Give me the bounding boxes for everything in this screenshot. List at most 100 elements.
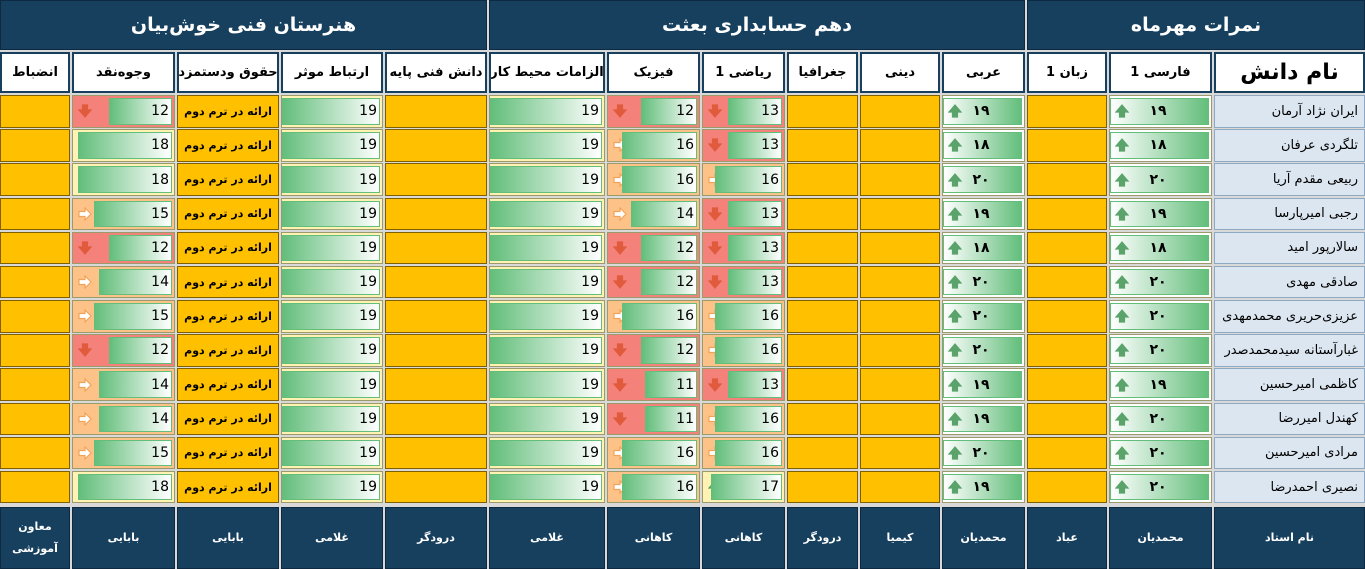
grade: 19 <box>581 410 599 427</box>
data-bar <box>109 337 172 364</box>
grade: 16 <box>676 171 694 188</box>
grade: ۲۰ <box>972 308 990 325</box>
empty-cell <box>787 300 858 333</box>
empty-cell <box>385 436 487 470</box>
data-bar <box>631 200 697 228</box>
empty-cell <box>860 470 940 504</box>
empty-cell <box>860 300 940 333</box>
grade: ۲۰ <box>1149 308 1167 325</box>
grade-cell: ۲۰ <box>1109 470 1212 504</box>
icon <box>78 343 92 358</box>
icon <box>78 309 92 324</box>
empty-cell <box>0 368 70 401</box>
empty-cell <box>1027 95 1107 128</box>
grade: 16 <box>676 308 694 325</box>
status-cell: ارائه در ترم دوم <box>177 129 279 162</box>
empty-cell <box>1027 197 1107 231</box>
data-bar <box>282 166 380 193</box>
grade: 16 <box>676 444 694 461</box>
grade: 14 <box>151 410 169 427</box>
grade: 19 <box>581 205 599 222</box>
data-bar <box>490 337 602 364</box>
grade: 14 <box>151 274 169 291</box>
empty-cell <box>385 470 487 504</box>
grade-cell: 13 <box>702 231 785 265</box>
empty-cell <box>1027 334 1107 367</box>
data-bar <box>490 371 602 398</box>
icon <box>613 343 627 358</box>
data-bar <box>943 439 1022 467</box>
grade: 16 <box>761 342 779 359</box>
grade: ۱۹ <box>972 479 990 496</box>
grade: 19 <box>359 444 377 461</box>
icon <box>78 206 92 221</box>
grade: 16 <box>761 410 779 427</box>
data-bar <box>78 473 172 501</box>
grade-cell: 19 <box>489 402 605 436</box>
grade-cell: 13 <box>702 197 785 231</box>
grade-cell: 15 <box>72 300 175 333</box>
icon <box>948 411 962 426</box>
grade-cell: 18 <box>72 470 175 504</box>
grade-cell: 14 <box>72 368 175 401</box>
grade: ۱۹ <box>972 410 990 427</box>
empty-cell <box>385 197 487 231</box>
grade-cell: 19 <box>489 334 605 367</box>
student-name: تلگردی عرفان <box>1214 129 1365 162</box>
icon <box>708 378 722 392</box>
icon <box>613 378 627 392</box>
grade: 12 <box>676 239 694 256</box>
student-name: کهندل امیررضا <box>1214 402 1365 436</box>
icon <box>613 275 627 290</box>
grade: 15 <box>151 205 169 222</box>
grade: 19 <box>581 479 599 496</box>
icon <box>948 275 962 289</box>
icon <box>1115 138 1129 153</box>
grade: ۲۰ <box>1149 342 1167 359</box>
data-bar <box>282 303 380 330</box>
teacher-name: عباد <box>1027 507 1107 569</box>
empty-cell <box>787 197 858 231</box>
empty-cell <box>385 163 487 196</box>
data-bar <box>727 268 782 296</box>
student-name: صادقی مهدی <box>1214 265 1365 299</box>
grade: 11 <box>676 376 694 393</box>
empty-cell <box>1027 163 1107 196</box>
grade-cell: 19 <box>489 95 605 128</box>
grade: ۲۰ <box>972 171 990 188</box>
empty-cell <box>787 334 858 367</box>
grade: 19 <box>581 342 599 359</box>
empty-cell <box>385 129 487 162</box>
empty-cell <box>860 197 940 231</box>
data-bar <box>490 166 602 193</box>
column-header: دانش فنی پایه <box>385 52 487 93</box>
student-name: ربیعی مقدم آریا <box>1214 163 1365 196</box>
data-bar <box>99 405 172 433</box>
data-bar <box>490 268 602 296</box>
grade: 15 <box>151 444 169 461</box>
empty-cell <box>787 436 858 470</box>
empty-cell <box>1027 231 1107 265</box>
grade: 12 <box>676 103 694 120</box>
grade-cell: 18 <box>72 163 175 196</box>
teacher-name: معاون آموزشی <box>0 507 70 569</box>
teacher-name: بابایی <box>177 507 279 569</box>
icon <box>1115 309 1129 323</box>
grade: 19 <box>359 342 377 359</box>
empty-cell <box>787 129 858 162</box>
empty-cell <box>787 470 858 504</box>
data-bar <box>640 268 697 296</box>
data-bar <box>645 371 697 398</box>
grade-cell: ۱۸ <box>942 129 1025 162</box>
grade: 12 <box>151 342 169 359</box>
teacher-name: کیمیا <box>860 507 940 569</box>
student-name: عزیزی‌حریری محمدمهدی <box>1214 300 1365 333</box>
icon <box>1115 241 1129 255</box>
grade: 16 <box>761 444 779 461</box>
grade: ۲۰ <box>1149 274 1167 291</box>
icon <box>1115 206 1129 221</box>
grade: 19 <box>359 376 377 393</box>
data-bar <box>109 98 172 125</box>
grade: 13 <box>761 274 779 291</box>
data-bar <box>490 98 602 125</box>
